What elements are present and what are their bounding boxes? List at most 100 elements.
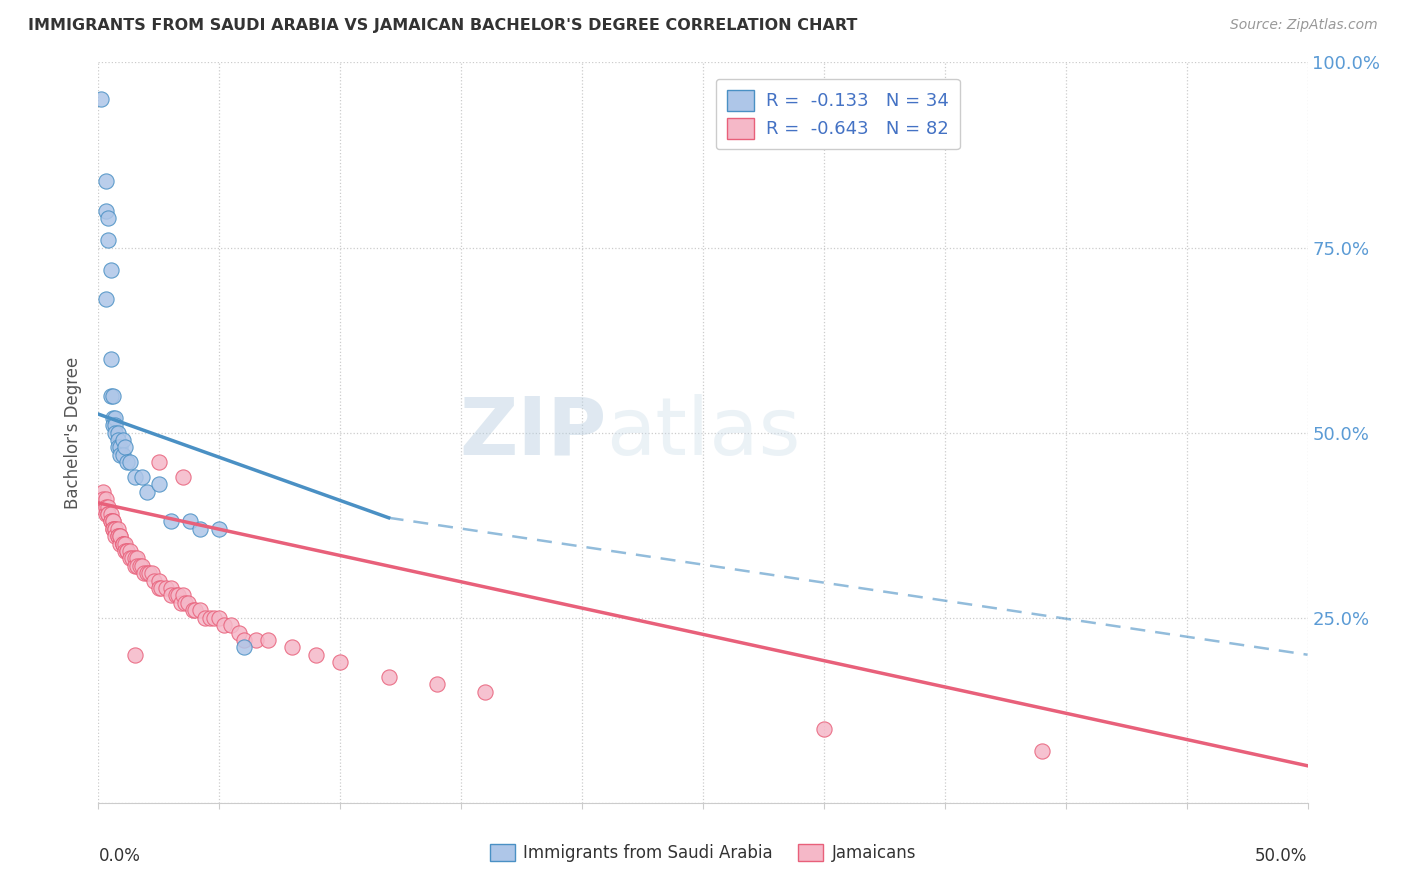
Point xyxy=(124,558,146,573)
Point xyxy=(184,603,207,617)
Point xyxy=(118,551,141,566)
Point xyxy=(114,441,136,455)
Point xyxy=(813,722,835,736)
Point xyxy=(100,515,122,529)
Point xyxy=(134,566,156,581)
Point xyxy=(167,589,190,603)
Point xyxy=(117,455,139,469)
Point xyxy=(101,515,124,529)
Point xyxy=(128,558,150,573)
Point xyxy=(94,203,117,218)
Point xyxy=(165,589,187,603)
Point xyxy=(91,484,114,499)
Point xyxy=(100,262,122,277)
Point xyxy=(172,470,194,484)
Point xyxy=(108,536,131,550)
Point xyxy=(111,536,134,550)
Point xyxy=(117,544,139,558)
Point xyxy=(179,515,201,529)
Point xyxy=(221,618,243,632)
Point xyxy=(256,632,278,647)
Point xyxy=(188,603,211,617)
Point xyxy=(177,596,200,610)
Point xyxy=(172,589,194,603)
Point xyxy=(104,529,127,543)
Point xyxy=(169,596,191,610)
Point xyxy=(155,581,177,595)
Point xyxy=(94,492,117,507)
Y-axis label: Bachelor's Degree: Bachelor's Degree xyxy=(65,357,83,508)
Point xyxy=(104,410,127,425)
Text: 0.0%: 0.0% xyxy=(98,847,141,865)
Point xyxy=(107,433,129,447)
Point xyxy=(111,536,134,550)
Point xyxy=(208,522,231,536)
Point xyxy=(1031,744,1053,758)
Point xyxy=(107,529,129,543)
Point xyxy=(135,566,157,581)
Point xyxy=(101,388,124,402)
Point xyxy=(94,293,117,307)
Point xyxy=(97,507,120,521)
Point xyxy=(181,603,204,617)
Point xyxy=(131,470,153,484)
Point xyxy=(245,632,267,647)
Point xyxy=(148,581,170,595)
Point xyxy=(90,500,112,514)
Point xyxy=(117,544,139,558)
Point xyxy=(108,529,131,543)
Point xyxy=(305,648,328,662)
Point xyxy=(160,581,183,595)
Point xyxy=(174,596,197,610)
Point xyxy=(97,507,120,521)
Point xyxy=(124,551,146,566)
Point xyxy=(377,670,399,684)
Point xyxy=(127,558,149,573)
Point xyxy=(208,610,231,624)
Point xyxy=(212,618,235,632)
Point xyxy=(141,566,163,581)
Point xyxy=(204,610,226,624)
Point xyxy=(124,470,146,484)
Point xyxy=(100,515,122,529)
Point xyxy=(127,551,149,566)
Text: 50.0%: 50.0% xyxy=(1256,847,1308,865)
Point xyxy=(160,589,183,603)
Point xyxy=(198,610,221,624)
Point xyxy=(104,522,127,536)
Text: ZIP: ZIP xyxy=(458,393,606,472)
Legend: R =  -0.133   N = 34, R =  -0.643   N = 82: R = -0.133 N = 34, R = -0.643 N = 82 xyxy=(716,78,960,150)
Point xyxy=(188,522,211,536)
Point xyxy=(131,558,153,573)
Point xyxy=(97,233,120,247)
Point xyxy=(118,544,141,558)
Point xyxy=(100,351,122,366)
Point xyxy=(150,581,173,595)
Point xyxy=(232,632,254,647)
Point xyxy=(94,507,117,521)
Point xyxy=(107,522,129,536)
Point xyxy=(111,433,134,447)
Point xyxy=(148,477,170,491)
Point xyxy=(97,500,120,514)
Point xyxy=(232,640,254,655)
Point xyxy=(107,425,129,440)
Point xyxy=(426,677,449,691)
Point xyxy=(228,625,250,640)
Point xyxy=(474,685,496,699)
Point xyxy=(101,410,124,425)
Point xyxy=(97,211,120,225)
Point xyxy=(104,522,127,536)
Text: atlas: atlas xyxy=(606,393,800,472)
Point xyxy=(104,425,127,440)
Point xyxy=(148,574,170,588)
Point xyxy=(107,441,129,455)
Point xyxy=(91,492,114,507)
Point xyxy=(108,441,131,455)
Point xyxy=(94,174,117,188)
Point xyxy=(148,455,170,469)
Point xyxy=(281,640,304,655)
Text: IMMIGRANTS FROM SAUDI ARABIA VS JAMAICAN BACHELOR'S DEGREE CORRELATION CHART: IMMIGRANTS FROM SAUDI ARABIA VS JAMAICAN… xyxy=(28,18,858,33)
Point xyxy=(114,544,136,558)
Point xyxy=(111,448,134,462)
